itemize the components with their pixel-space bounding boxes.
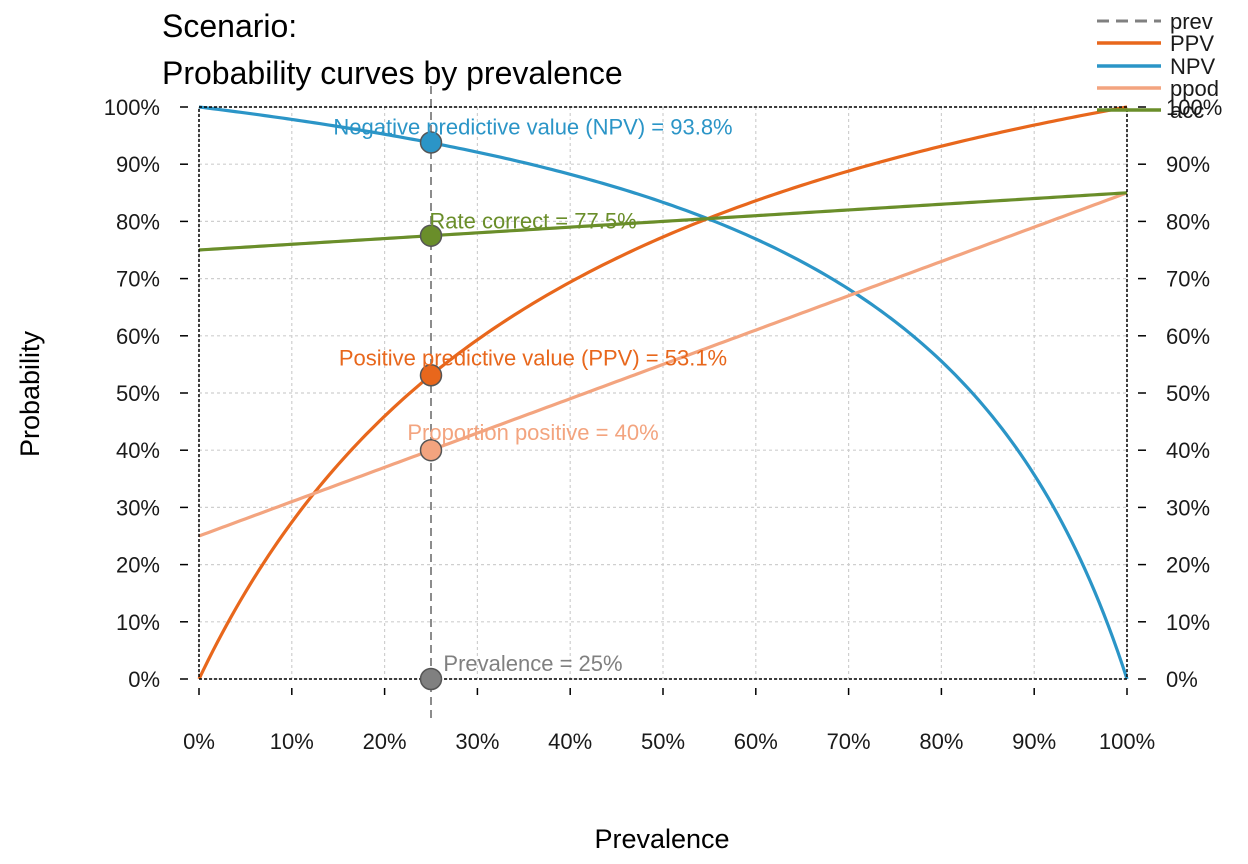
y-axis-label: Probability [15, 330, 45, 457]
points [419, 131, 443, 691]
legend-label-acc: acc [1170, 98, 1204, 123]
axis-ticks: 0% 10% 20% 30% 40% 50% 60% 70% 80% 90% 100% 0% 0% 10%… [104, 95, 1223, 754]
point-label-prev: Prevalence = 25% [443, 651, 622, 676]
curve-acc [198, 191, 1128, 252]
y-tick-label-left: 80% [116, 209, 160, 234]
legend-label-npv: NPV [1170, 54, 1216, 79]
point-ppv [419, 364, 443, 387]
legend-label-ppod: ppod [1170, 76, 1219, 101]
y-tick-label-right: 80% [1166, 209, 1210, 234]
y-tick-label-left: 10% [116, 610, 160, 635]
y-tick-label-right: 30% [1166, 495, 1210, 520]
y-tick-label-left: 90% [116, 152, 160, 177]
x-tick-label: 0% [183, 729, 215, 754]
y-tick-label-left: 20% [116, 553, 160, 578]
curves [197, 86, 1129, 718]
chart-title-line-2: Probability curves by prevalence [162, 55, 623, 91]
x-tick-label: 40% [548, 729, 592, 754]
x-tick-label: 30% [455, 729, 499, 754]
curve-ppod [198, 191, 1128, 538]
x-tick-label: 80% [919, 729, 963, 754]
point-npv [419, 131, 443, 154]
x-tick-label: 50% [641, 729, 685, 754]
x-tick-label: 10% [270, 729, 314, 754]
chart-title-line-1: Scenario: [162, 8, 297, 44]
y-tick-label-left: 0% [128, 667, 160, 692]
point-ppod [419, 438, 443, 462]
x-tick-label: 70% [827, 729, 871, 754]
y-tick-label-right: 50% [1166, 381, 1210, 406]
y-tick-label-right: 20% [1166, 553, 1210, 578]
point-acc [419, 224, 443, 247]
x-axis-label: Prevalence [594, 824, 729, 854]
point-label-ppod: Proportion positive = 40% [407, 420, 658, 445]
point-prev [419, 667, 443, 691]
legend-label-ppv: PPV [1170, 31, 1214, 56]
y-tick-label-left: 60% [116, 324, 160, 349]
y-tick-label-right: 100% [1166, 95, 1222, 120]
y-tick-label-right: 40% [1166, 438, 1210, 463]
x-tick-label: 90% [1012, 729, 1056, 754]
y-tick-label-left: 40% [116, 438, 160, 463]
x-tick-label: 100% [1099, 729, 1155, 754]
point-labels: Negative predictive value (NPV) = 93.8% R… [333, 114, 732, 676]
curve-npv [198, 105, 1129, 680]
point-label-npv: Negative predictive value (NPV) = 93.8% [333, 114, 732, 139]
grid-lines [198, 106, 1128, 680]
y-tick-label-left: 70% [116, 267, 160, 292]
y-tick-label-right: 60% [1166, 324, 1210, 349]
y-tick-label-left: 100% [104, 95, 160, 120]
y-tick-label-right: 70% [1166, 267, 1210, 292]
y-tick-label-right: 0% [1166, 667, 1198, 692]
y-tick-label-right: 10% [1166, 610, 1210, 635]
y-tick-label-left: 50% [116, 381, 160, 406]
point-label-acc: Rate correct = 77.5% [429, 209, 636, 234]
y-tick-label-left: 30% [116, 495, 160, 520]
curve-ppv [197, 105, 1128, 680]
legend: prev PPV NPV ppod acc [1097, 9, 1219, 123]
point-label-ppv: Positive predictive value (PPV) = 53.1% [339, 345, 727, 370]
legend-label-prev: prev [1170, 9, 1213, 34]
x-tick-label: 60% [734, 729, 778, 754]
y-tick-label-right: 90% [1166, 152, 1210, 177]
x-tick-label: 20% [363, 729, 407, 754]
